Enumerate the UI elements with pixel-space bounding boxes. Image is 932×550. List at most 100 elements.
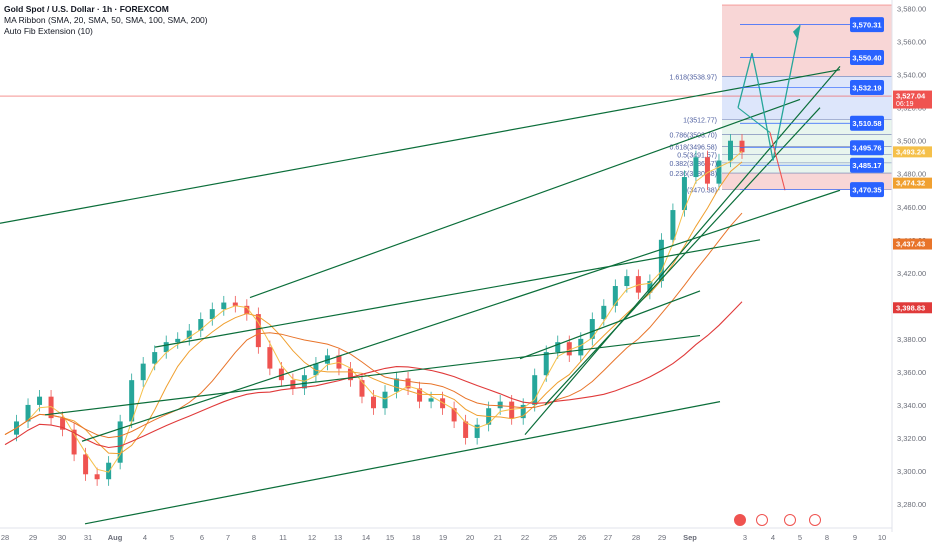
candle-body <box>37 396 43 405</box>
candle-body <box>232 302 238 306</box>
candle-body <box>647 281 653 293</box>
x-tick-label: 19 <box>439 533 447 542</box>
candle-body <box>658 239 664 282</box>
x-tick-label: 12 <box>308 533 316 542</box>
ma100-line <box>4 212 743 439</box>
target-box <box>850 182 884 198</box>
candle-body <box>186 330 192 339</box>
projection-branch <box>737 107 771 133</box>
x-tick-label: 28 <box>632 533 640 542</box>
x-tick-label: 5 <box>798 533 802 542</box>
candle-body <box>612 286 618 306</box>
channel-line <box>519 290 701 360</box>
fib-level-label: 0.618(3496.58) <box>670 144 717 151</box>
price-marker-sub: 06:19 <box>896 101 914 108</box>
candle-body <box>371 396 376 409</box>
candle-body <box>25 404 31 422</box>
y-tick-label: 3,480.00 <box>897 170 926 179</box>
candle-body <box>83 454 89 475</box>
projection-branch-down <box>769 132 786 191</box>
y-tick-label: 3,420.00 <box>897 269 926 278</box>
candle-body <box>520 404 526 419</box>
y-tick-label: 3,540.00 <box>897 71 926 80</box>
x-tick-label: 27 <box>604 533 612 542</box>
x-tick-label: 15 <box>386 533 394 542</box>
candle-body <box>497 401 503 409</box>
x-tick-label: 22 <box>521 533 529 542</box>
ma20-line <box>4 150 743 473</box>
candle-body <box>739 140 745 153</box>
y-tick-label: 3,300.00 <box>897 467 926 476</box>
x-tick-label: 29 <box>29 533 37 542</box>
candle-body <box>670 210 676 240</box>
target-label: 3,470.35 <box>852 186 881 195</box>
x-tick-label: 29 <box>658 533 666 542</box>
candle-body <box>543 352 549 376</box>
price-marker-label: 3,493.24 <box>896 147 926 156</box>
price-marker-box <box>893 302 932 314</box>
y-tick-label: 3,320.00 <box>897 434 926 443</box>
x-tick-label: 14 <box>362 533 370 542</box>
candle-body <box>313 363 319 376</box>
x-tick-label: 4 <box>771 533 775 542</box>
channel-line <box>524 66 841 436</box>
y-tick-label: 3,580.00 <box>897 5 926 14</box>
y-tick-label: 3,460.00 <box>897 203 926 212</box>
candle-body <box>635 276 641 293</box>
candle-body <box>555 342 561 353</box>
candle-body <box>71 429 77 455</box>
price-marker-box <box>893 146 932 158</box>
event-flag-icon <box>756 514 768 526</box>
target-label: 3,510.58 <box>852 119 881 128</box>
candle-body <box>163 342 169 353</box>
x-tick-label: 10 <box>878 533 886 542</box>
candle-body <box>278 368 284 381</box>
candle-body <box>578 338 584 356</box>
x-tick-label: 5 <box>170 533 174 542</box>
fib-extension-label[interactable]: Auto Fib Extension (10) <box>4 26 93 36</box>
y-tick-label: 3,340.00 <box>897 401 926 410</box>
candle-body <box>509 401 515 419</box>
event-flag-icon <box>784 514 796 526</box>
candle-body <box>589 319 595 339</box>
candle-body <box>221 302 227 310</box>
fib-level-label: 0.5(3491.57) <box>677 153 717 160</box>
candle-body <box>94 474 100 480</box>
candle-body <box>347 368 353 381</box>
candle-body <box>106 462 112 480</box>
candle-body <box>451 408 457 422</box>
candle-body <box>140 363 146 381</box>
candle-body <box>727 140 733 161</box>
candle-body <box>428 398 434 402</box>
candle-body <box>117 421 123 463</box>
symbol-title[interactable]: Gold Spot / U.S. Dollar · 1h · FOREXCOM <box>4 4 169 14</box>
x-tick-label: 9 <box>853 533 857 542</box>
candle-body <box>405 378 411 389</box>
y-tick-label: 3,380.00 <box>897 335 926 344</box>
fib-level-label: 0.236(3480.38) <box>670 171 717 178</box>
projection-path <box>737 24 801 161</box>
candle-body <box>693 157 699 178</box>
fib-zone-lower <box>722 173 892 190</box>
x-tick-label: 26 <box>578 533 586 542</box>
target-box <box>850 17 884 33</box>
candle-body <box>255 314 261 348</box>
channel-line <box>84 401 721 525</box>
x-tick-label: 13 <box>334 533 342 542</box>
candle-body <box>198 319 204 331</box>
ma-ribbon-label[interactable]: MA Ribbon (SMA, 20, SMA, 50, SMA, 100, S… <box>4 15 208 25</box>
candle-body <box>267 347 273 369</box>
fib-zone-upper <box>722 5 892 77</box>
price-marker-box <box>893 238 932 250</box>
target-label: 3,550.40 <box>852 53 881 62</box>
fib-level-label: 0.382(3486.57) <box>670 161 717 168</box>
candle-body <box>244 305 250 315</box>
candle-body <box>209 309 215 320</box>
candle-body <box>601 305 607 320</box>
fib-level-label: 0(3470.38) <box>683 188 717 195</box>
x-tick-label: Aug <box>108 533 123 542</box>
channel-line <box>81 189 841 442</box>
x-tick-label: 31 <box>84 533 92 542</box>
